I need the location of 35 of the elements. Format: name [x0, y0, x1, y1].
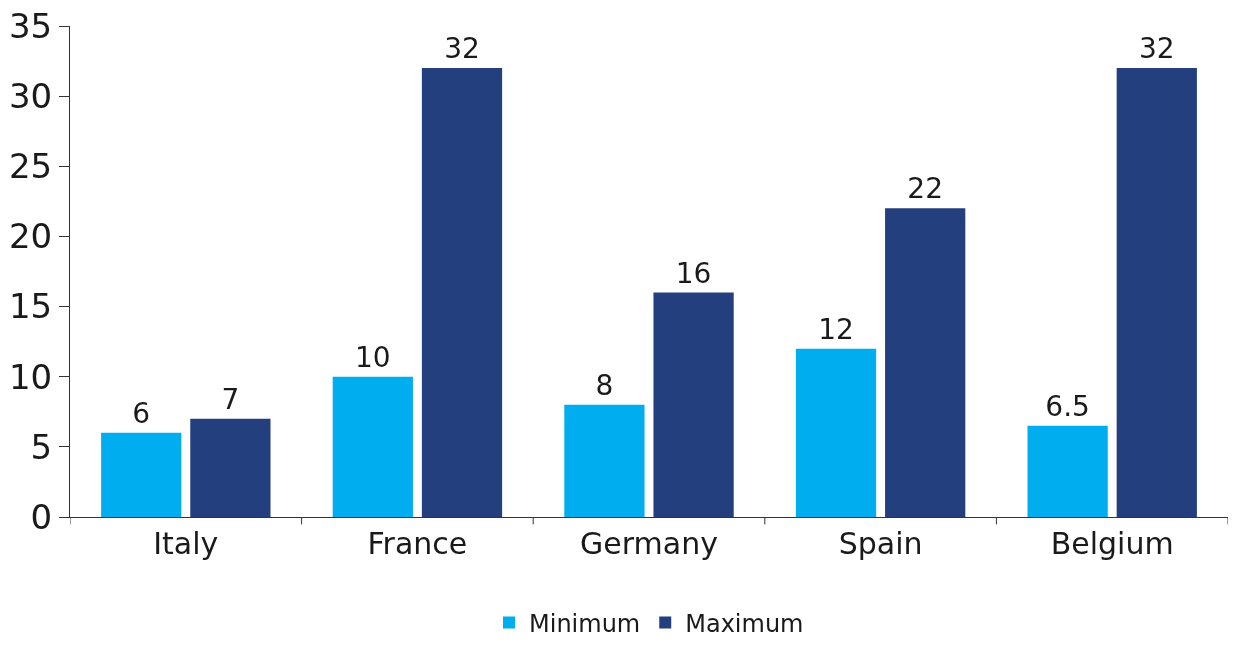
- bar: [795, 348, 877, 517]
- x-tick-label: Belgium: [1050, 526, 1174, 561]
- y-tick-label: 30: [8, 76, 53, 117]
- y-tick-label: 10: [8, 356, 53, 397]
- data-label: 7: [221, 382, 240, 416]
- bar: [190, 418, 271, 517]
- data-label: 32: [444, 32, 480, 66]
- y-tick-label: 20: [8, 216, 53, 257]
- y-tick-label: 5: [30, 426, 53, 467]
- data-label: 6: [132, 396, 151, 430]
- y-tick-label: 25: [8, 146, 53, 187]
- legend-label: Maximum: [685, 609, 804, 638]
- x-tick-label: Germany: [580, 526, 718, 561]
- bar: [1116, 68, 1197, 517]
- bar: [885, 208, 966, 517]
- y-tick-label: 35: [8, 5, 53, 46]
- data-label: 12: [818, 312, 854, 346]
- x-tick-label: Italy: [153, 526, 219, 561]
- bar: [101, 432, 182, 517]
- bar: [421, 68, 503, 517]
- data-label: 10: [354, 340, 391, 374]
- bar: [332, 376, 413, 517]
- bar: [653, 292, 734, 517]
- x-tick-label: Spain: [838, 526, 923, 561]
- data-label: 16: [675, 256, 712, 290]
- y-tick-label: 0: [30, 496, 53, 537]
- x-tick-label: France: [367, 526, 468, 561]
- bar: [1027, 425, 1108, 517]
- data-label: 22: [907, 172, 944, 206]
- data-label: 32: [1138, 32, 1175, 66]
- y-tick-label: 15: [8, 286, 53, 327]
- data-label: 8: [595, 368, 614, 402]
- data-label: 6.5: [1045, 389, 1090, 423]
- legend-label: Minimum: [529, 609, 641, 638]
- bar: [564, 404, 645, 517]
